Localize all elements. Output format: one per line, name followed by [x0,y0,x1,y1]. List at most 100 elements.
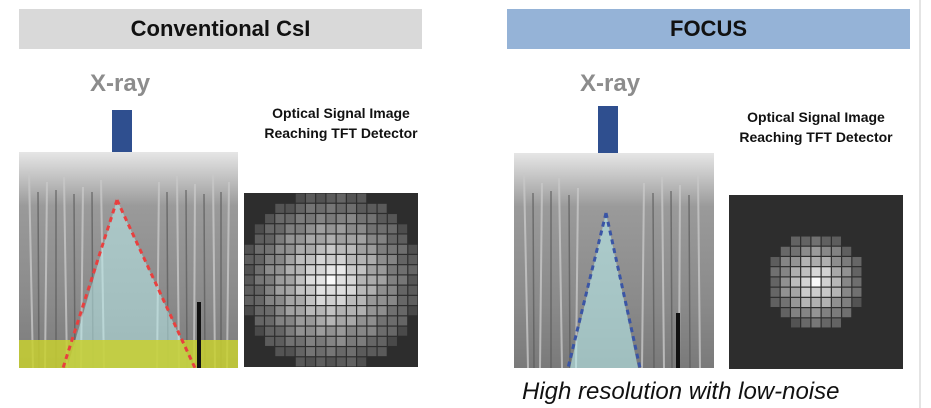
signal-pixel [265,285,275,295]
signal-pixel [254,295,264,305]
signal-pixel [408,285,418,295]
signal-pixel [306,306,316,316]
signal-pixel [367,224,377,234]
signal-pixel [791,277,801,287]
signal-pixel [275,275,285,285]
signal-pixel [346,234,356,244]
signal-pixel [326,295,336,305]
signal-pixel [831,236,841,246]
signal-pixel [387,316,397,326]
signal-pixel [357,193,367,203]
signal-pixel [811,297,821,307]
signal-pixel [852,287,862,297]
signal-pixel [295,193,305,203]
signal-pixel [821,246,831,256]
signal-pixel [285,265,295,275]
signal-pixel [306,234,316,244]
signal-pixel [780,308,790,318]
signal-pixel [346,285,356,295]
signal-pixel [295,255,305,265]
signal-pixel [275,265,285,275]
signal-pixel [408,295,418,305]
signal-pixel [408,265,418,275]
signal-pixel [285,234,295,244]
signal-pixel [811,257,821,267]
signal-pixel [831,297,841,307]
signal-pixel [244,244,254,254]
signal-pixel [367,244,377,254]
signal-pixel [357,234,367,244]
signal-pixel [306,295,316,305]
signal-pixel [254,224,264,234]
signal-pixel [791,257,801,267]
signal-pixel [801,246,811,256]
signal-pixel [387,265,397,275]
signal-pixel [244,295,254,305]
signal-pixel [377,285,387,295]
signal-pixel [831,287,841,297]
signal-pixel [367,275,377,285]
signal-pixel [791,318,801,328]
signal-pixel [244,275,254,285]
signal-pixel [357,295,367,305]
signal-pixel [306,336,316,346]
signal-pixel [842,297,852,307]
signal-pixel [285,316,295,326]
signal-pixel [336,336,346,346]
signal-pixel [336,285,346,295]
signal-pixel [316,255,326,265]
signal-pixel [316,203,326,213]
signal-pixel [275,214,285,224]
signal-pixel [326,255,336,265]
signal-pixel [367,306,377,316]
signal-pixel [265,244,275,254]
signal-pixel [285,203,295,213]
signal-pixel [346,265,356,275]
signal-pixel [367,255,377,265]
optical-signal-label-line1: Optical Signal Image [747,109,885,125]
signal-pixel [346,347,356,357]
signal-pixel [367,234,377,244]
signal-pixel [336,357,346,367]
signal-pixel [357,244,367,254]
signal-pixel [336,326,346,336]
signal-pixel [336,255,346,265]
signal-pixel [357,224,367,234]
signal-pixel [295,326,305,336]
signal-pixel [377,306,387,316]
signal-pixel [316,244,326,254]
signal-pixel [367,203,377,213]
signal-pixel [275,306,285,316]
signal-pixel [367,316,377,326]
signal-pixel [275,285,285,295]
conventional-csi-micrograph [19,152,238,368]
signal-pixel [357,265,367,275]
signal-pixel [780,246,790,256]
signal-pixel [398,234,408,244]
signal-pixel [326,214,336,224]
signal-pixel [265,295,275,305]
signal-pixel [275,295,285,305]
signal-pixel [316,295,326,305]
signal-pixel [326,357,336,367]
signal-pixel [265,306,275,316]
signal-pixel [377,265,387,275]
signal-pixel [326,193,336,203]
signal-pixel [295,357,305,367]
signal-pixel [306,316,316,326]
signal-pixel [244,265,254,275]
signal-pixel [791,308,801,318]
signal-pixel [387,306,397,316]
signal-pixel [377,275,387,285]
optical-signal-label: Optical Signal Image Reaching TFT Detect… [713,107,919,147]
signal-pixel [306,347,316,357]
signal-pixel [275,316,285,326]
signal-pixel [306,255,316,265]
signal-pixel [387,244,397,254]
signal-pixel [398,224,408,234]
signal-pixel [306,244,316,254]
signal-pixel [306,285,316,295]
signal-pixel [852,257,862,267]
signal-pixel [254,316,264,326]
signal-pixel [285,347,295,357]
